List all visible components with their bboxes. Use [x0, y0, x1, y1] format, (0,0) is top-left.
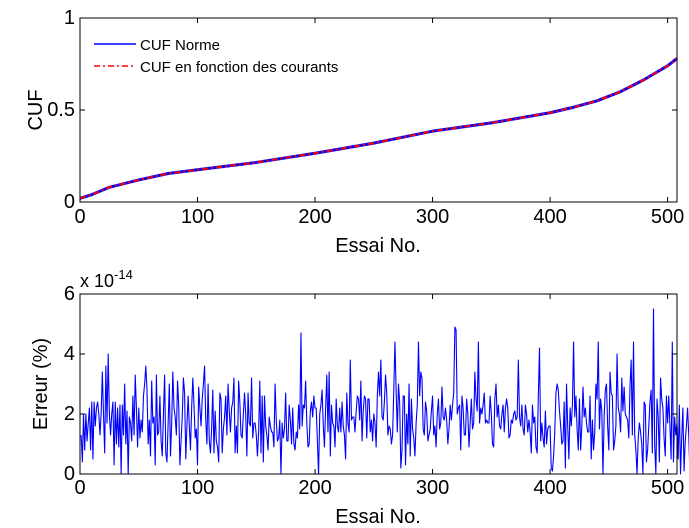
erreur-y-tick-labels: 0 2 4 6	[64, 283, 75, 485]
erreur-y-multiplier-exponent: -14	[114, 267, 133, 282]
cuf-plot: 0 100 200 300 400 500 00.51 Essai No. CUF CUF…	[25, 7, 684, 257]
x-tick-label: 200	[298, 206, 331, 228]
x-tick-label: 100	[181, 477, 214, 499]
cuf-y-axis-label: CUF	[25, 89, 47, 130]
x-tick-label: 500	[651, 206, 684, 228]
y-tick-label: 6	[64, 283, 75, 305]
y-tick-label: 4	[64, 343, 75, 365]
erreur-series-line-0	[80, 308, 689, 475]
x-tick-label: 200	[298, 477, 331, 499]
y-tick-label: 0.5	[47, 99, 75, 121]
y-tick-label: 0	[64, 191, 75, 213]
x-tick-label: 400	[533, 206, 566, 228]
x-tick-label: 400	[533, 477, 566, 499]
y-tick-label: 1	[64, 7, 75, 29]
erreur-tick-marks	[79, 293, 677, 475]
legend-label-cuf-courants: CUF en fonction des courants	[140, 59, 338, 76]
x-tick-label: 0	[74, 206, 85, 228]
cuf-tick-marks	[79, 17, 677, 203]
y-tick-label: 2	[64, 403, 75, 425]
y-tick-label: 0	[64, 463, 75, 485]
erreur-x-axis-label: Essai No.	[335, 506, 421, 528]
erreur-y-axis-label: Erreur (%)	[30, 338, 52, 430]
erreur-x-tick-labels: 0 100 200 300 400 500	[74, 477, 684, 499]
cuf-x-axis-label: Essai No.	[335, 235, 421, 257]
cuf-series-line-1	[79, 57, 678, 200]
x-tick-label: 100	[181, 206, 214, 228]
erreur-y-multiplier: x 10-14	[80, 267, 133, 291]
x-tick-label: 300	[416, 477, 449, 499]
cuf-legend: CUF Norme CUF en fonction des courants	[94, 37, 338, 76]
x-tick-label: 0	[74, 477, 85, 499]
cuf-x-tick-labels: 0 100 200 300 400 500	[74, 206, 684, 228]
erreur-axes-box	[79, 293, 678, 475]
cuf-series-group	[79, 57, 678, 200]
x-tick-label: 300	[416, 206, 449, 228]
erreur-series-group	[80, 308, 689, 475]
legend-label-cuf-norme: CUF Norme	[140, 37, 220, 54]
cuf-y-tick-labels: 00.51	[47, 7, 75, 213]
x-tick-label: 500	[651, 477, 684, 499]
